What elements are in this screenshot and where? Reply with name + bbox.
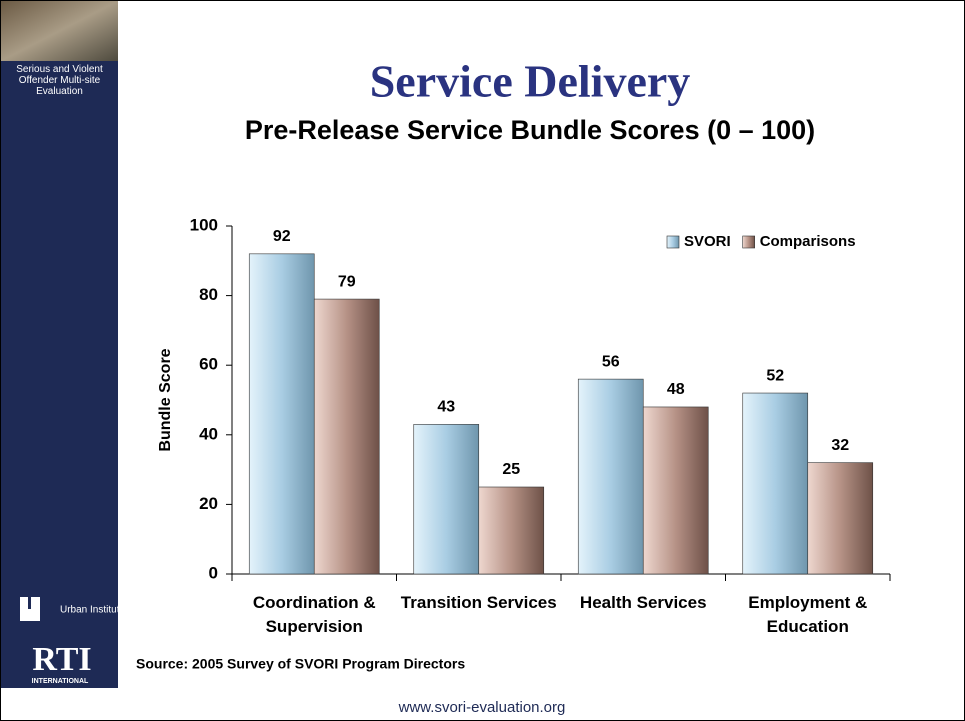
urban-logo-cut (28, 597, 31, 609)
data-label: 32 (831, 437, 849, 454)
legend-swatch (667, 236, 679, 248)
data-label: 92 (273, 228, 291, 245)
legend-label: Comparisons (760, 233, 856, 250)
y-tick-label: 40 (199, 424, 218, 443)
y-tick-label: 60 (199, 355, 218, 374)
y-tick-label: 0 (209, 563, 218, 582)
bar (249, 254, 314, 574)
x-tick-label: Health Services (563, 591, 723, 615)
bar (578, 379, 643, 574)
bar (643, 407, 708, 574)
legend-swatch (743, 236, 755, 248)
rti-sub: INTERNATIONAL (32, 678, 89, 685)
y-tick-label: 20 (199, 494, 218, 513)
x-tick-label: Employment & Education (728, 591, 888, 639)
x-tick-label: Transition Services (399, 591, 559, 615)
y-tick-label: 100 (190, 215, 218, 234)
y-axis-label: Bundle Score (157, 348, 174, 451)
data-label: 52 (766, 367, 784, 384)
bar (479, 487, 544, 574)
sidebar (1, 1, 118, 688)
sidebar-caption: Serious and Violent Offender Multi-site … (4, 64, 115, 97)
chart-subtitle: Pre-Release Service Bundle Scores (0 – 1… (245, 115, 815, 145)
bar (808, 463, 873, 574)
y-tick-label: 80 (199, 285, 218, 304)
bar (414, 424, 479, 574)
source: Source: 2005 Survey of SVORI Program Dir… (136, 656, 465, 672)
bar (314, 299, 379, 574)
footer-url: www.svori-evaluation.org (398, 699, 566, 716)
rti-logo: RTI (32, 641, 91, 678)
slide: Urban Institute RTI INTERNATIONAL Servic… (0, 0, 965, 721)
urban-label: Urban Institute (60, 605, 125, 616)
data-label: 56 (602, 353, 620, 370)
data-label: 79 (338, 273, 356, 290)
bar (743, 393, 808, 574)
chart-title: Service Delivery (370, 56, 691, 107)
x-tick-label: Coordination & Supervision (234, 591, 394, 639)
data-label: 25 (502, 461, 520, 478)
data-label: 48 (667, 381, 685, 398)
sidebar-photo (1, 1, 118, 61)
legend-label: SVORI (684, 233, 731, 250)
data-label: 43 (437, 399, 455, 416)
